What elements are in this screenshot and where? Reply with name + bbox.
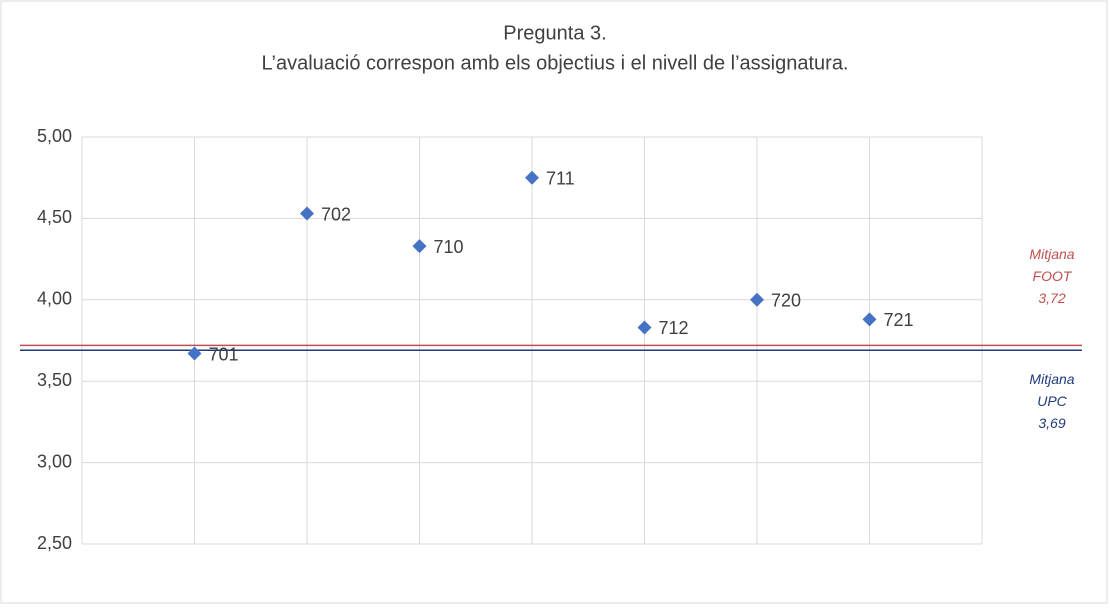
data-label: 720 — [771, 291, 801, 311]
y-tick-label: 5,00 — [37, 126, 72, 146]
point — [750, 292, 764, 307]
point — [862, 312, 877, 327]
data-label: 702 — [321, 204, 351, 224]
y-tick-label: 4,50 — [37, 207, 72, 227]
reference-label: FOOT — [1033, 268, 1073, 284]
point — [187, 346, 202, 361]
point — [525, 170, 539, 185]
data-label: 710 — [434, 237, 464, 257]
reference-value-label: 3,69 — [1038, 415, 1065, 431]
data-label: 721 — [884, 310, 914, 330]
reference-label: Mitjana — [1029, 246, 1074, 262]
reference-label: Mitjana — [1029, 371, 1074, 387]
data-label: 712 — [659, 318, 689, 338]
point — [637, 320, 652, 335]
y-tick-label: 4,00 — [37, 289, 72, 309]
reference-value-label: 3,72 — [1038, 290, 1065, 306]
y-tick-label: 3,00 — [37, 451, 72, 471]
point — [300, 206, 314, 221]
y-tick-label: 2,50 — [37, 533, 72, 553]
y-tick-label: 3,50 — [37, 370, 72, 390]
point — [412, 239, 427, 254]
data-label: 701 — [209, 344, 239, 364]
reference-label: UPC — [1037, 393, 1067, 409]
chart-subtitle: L’avaluació correspon amb els objectius … — [262, 52, 849, 74]
data-label: 711 — [546, 168, 575, 188]
chart-title: Pregunta 3. — [503, 22, 606, 44]
